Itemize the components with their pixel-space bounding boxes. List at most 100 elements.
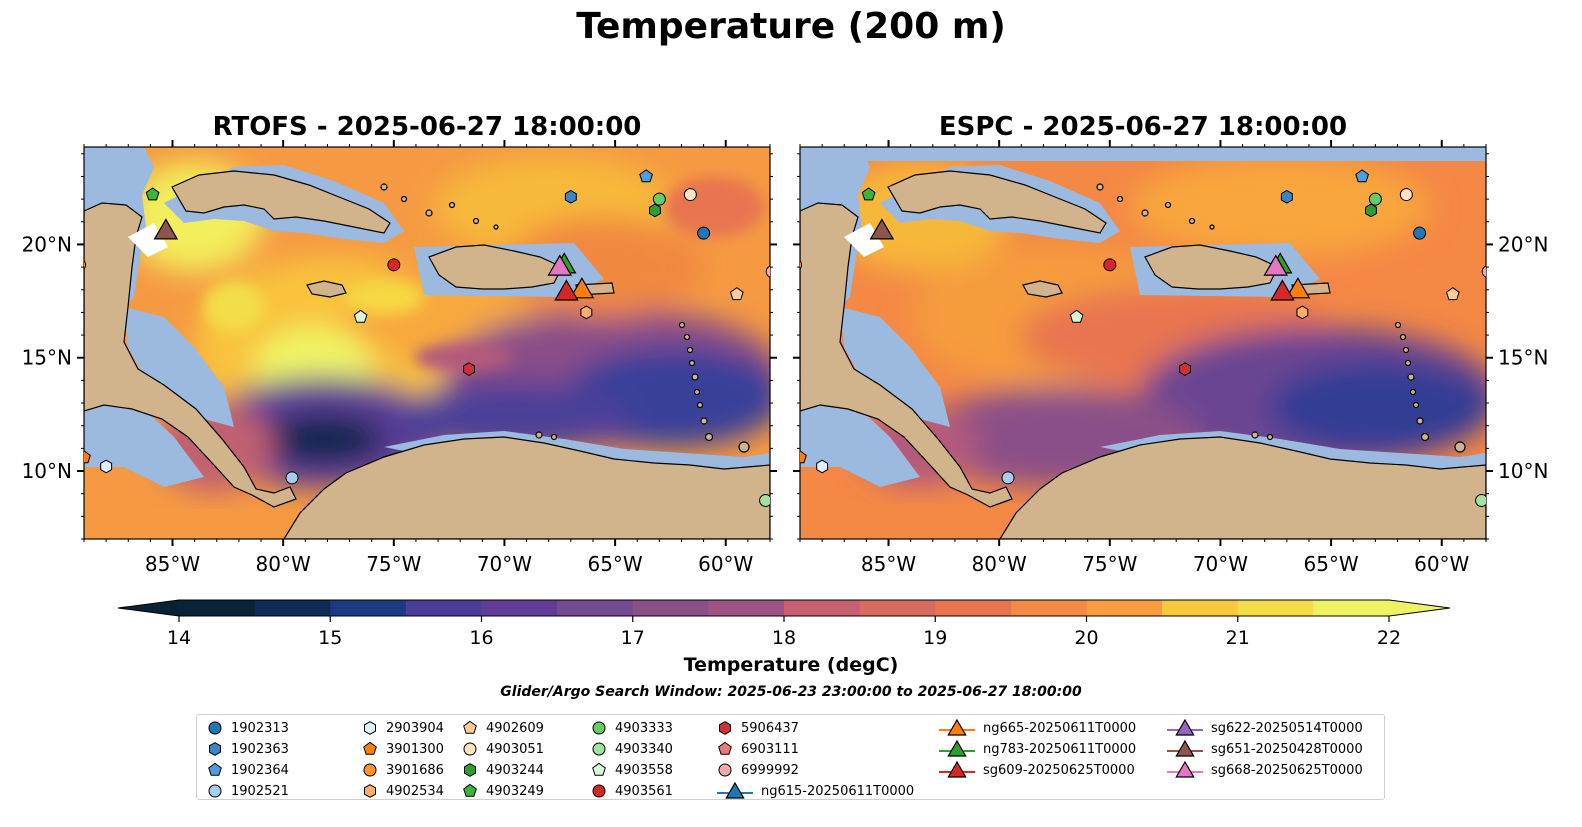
legend-swatch (939, 739, 975, 757)
legend-label: 1902363 (231, 741, 289, 757)
glider-sg651-20250428T0000 (869, 218, 895, 240)
legend-swatch (718, 741, 732, 755)
legend-label: 4903558 (615, 762, 673, 778)
colorbar-tick-label: 14 (167, 627, 191, 649)
glider-sg622-20250514T0000 (1231, 81, 1254, 101)
argo-float-6903111 (1303, 91, 1316, 103)
legend-marker (725, 781, 745, 799)
legend-label: 1902364 (231, 762, 289, 778)
legend-swatch (592, 742, 606, 756)
argo-float-1902363 (564, 189, 577, 204)
argo-float-4903558 (353, 309, 368, 323)
argo-float-6999992 (765, 265, 770, 278)
legend-item-6903111: 6903111 (715, 739, 799, 759)
argo-float-4902609 (1445, 287, 1460, 301)
argo-float-6903111 (587, 91, 600, 103)
legend-marker (718, 763, 732, 777)
argo-float-4903561 (387, 258, 401, 272)
legend-item-4903249: 4903249 (460, 781, 544, 801)
observation-markers (800, 81, 1486, 507)
espc-panel-title: ESPC - 2025-06-27 18:00:00 (938, 112, 1348, 142)
legend-swatch (364, 721, 376, 735)
glider-ng615-20250611T0000 (449, 81, 472, 101)
legend-label: 6903111 (741, 741, 799, 757)
colorbar-extend-high (1389, 600, 1450, 616)
colorbar-bin (1086, 600, 1163, 616)
colorbar: 14 15 16 17 18 19 20 21 22 (117, 599, 1451, 649)
espc-frame (799, 146, 1487, 540)
colorbar-extend-low (118, 600, 179, 616)
argo-float-5906437 (463, 362, 475, 376)
legend-marker (208, 784, 222, 798)
legend-marker (464, 763, 476, 777)
argo-float-1902313 (697, 226, 711, 240)
argo-float-6999992 (1481, 265, 1486, 278)
argo-float-3901300 (800, 450, 807, 464)
y-tick-label: 20°N (1498, 232, 1548, 256)
legend-item-2903904: 2903904 (360, 718, 444, 738)
legend-label: sg651-20250428T0000 (1211, 741, 1363, 757)
glider-ng665-20250611T0000 (569, 277, 595, 299)
legend-item-3901300: 3901300 (360, 739, 444, 759)
legend-marker (364, 721, 376, 735)
legend-label: 3901300 (386, 741, 444, 757)
argo-float-1902364 (1355, 169, 1369, 183)
argo-float-4903244 (1365, 203, 1377, 218)
colorbar-bin (784, 600, 861, 616)
colorbar-bin (935, 600, 1012, 616)
legend-marker (463, 783, 477, 797)
argo-float-1902521 (1001, 471, 1015, 485)
legend-marker (592, 762, 606, 776)
legend-label: 1902521 (231, 783, 289, 799)
rtofs-frame (83, 146, 771, 540)
legend-label: ng615-20250611T0000 (761, 783, 915, 799)
espc-map (800, 147, 1486, 539)
y-tick-label: 20°N (22, 232, 72, 256)
argo-float-4903051 (683, 188, 697, 202)
legend-swatch (719, 721, 731, 735)
legend-item-ng783-20250611T0000: ng783-20250611T0000 (937, 739, 1136, 759)
legend-marker (592, 721, 606, 735)
argo-float-1902364 (639, 169, 653, 183)
legend-marker (208, 721, 222, 735)
x-tick-label: 70°W (477, 552, 532, 576)
colorbar-bin (557, 600, 634, 616)
legend-marker (592, 742, 606, 756)
legend-label: 4903561 (615, 783, 673, 799)
legend-item-1902364: 1902364 (205, 760, 289, 780)
x-tick-label: 75°W (1082, 552, 1137, 576)
legend-swatch (364, 784, 376, 798)
colorbar-bin (859, 600, 936, 616)
glider-ng665-20250611T0000 (1285, 277, 1311, 299)
legend-swatch (208, 721, 222, 735)
legend-swatch (1167, 739, 1203, 757)
x-tick-label: 60°W (1414, 552, 1469, 576)
colorbar-bin (1162, 600, 1239, 616)
figure-title: Temperature (200 m) (576, 6, 1006, 47)
colorbar-bin (632, 600, 709, 616)
legend-marker (947, 739, 967, 757)
legend-label: 5906437 (741, 720, 799, 736)
x-tick-label: 85°W (861, 552, 916, 576)
legend-label: sg622-20250514T0000 (1211, 720, 1363, 736)
legend-label: 4903051 (486, 741, 544, 757)
legend-item-1902363: 1902363 (205, 739, 289, 759)
legend-marker (947, 760, 967, 778)
x-tick-label: 70°W (1193, 552, 1248, 576)
rtofs-panel-title: RTOFS - 2025-06-27 18:00:00 (212, 112, 642, 142)
legend-label: 6999992 (741, 762, 799, 778)
argo-float-4903249 (861, 187, 876, 201)
legend-swatch (717, 781, 753, 799)
legend-item-4903244: 4903244 (460, 760, 544, 780)
legend-marker (592, 784, 606, 798)
argo-float-4902534 (1296, 305, 1309, 320)
argo-float-4902534 (580, 305, 593, 320)
legend-label: sg668-20250625T0000 (1211, 762, 1363, 778)
legend-swatch (209, 742, 221, 756)
legend-swatch (592, 762, 606, 776)
legend-marker (1175, 739, 1195, 757)
legend-swatch (939, 760, 975, 778)
legend-marker (718, 741, 732, 755)
rtofs-map (84, 147, 770, 539)
legend-item-4903561: 4903561 (589, 781, 673, 801)
